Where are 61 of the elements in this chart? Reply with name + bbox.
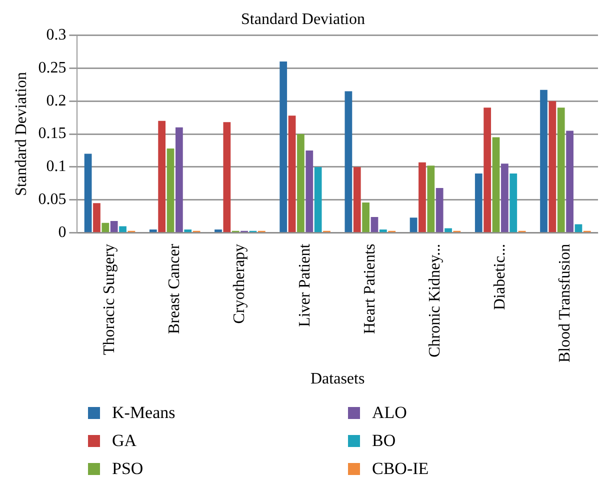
bar: [444, 228, 452, 232]
bar: [379, 230, 387, 232]
bar: [492, 137, 500, 232]
bar: [427, 166, 435, 232]
legend-label: K-Means: [112, 403, 176, 423]
bar: [166, 148, 174, 232]
bar: [436, 188, 444, 232]
x-tick-label: Cryotherapy: [231, 244, 248, 324]
bar: [548, 101, 556, 232]
y-tick-label: 0: [58, 224, 66, 242]
y-tick-label: 0.3: [46, 26, 66, 44]
bar: [93, 203, 100, 232]
x-tick-label: Breast Cancer: [166, 243, 184, 334]
bar: [484, 108, 492, 232]
bar: [158, 120, 166, 232]
bar: [119, 226, 126, 232]
y-tick-label: 0.1: [46, 158, 66, 176]
x-tick-label: Chronic Kidney...: [426, 244, 444, 358]
bar: [474, 174, 482, 232]
x-tick-label: Diabetic...: [492, 244, 509, 310]
legend-label: GA: [112, 431, 137, 451]
bar: [566, 130, 574, 232]
bar: [110, 220, 118, 232]
x-axis-title: Datasets: [310, 370, 365, 388]
legend-label: CBO-IE: [372, 459, 429, 479]
bar: [214, 230, 222, 232]
y-tick-label: 0.25: [38, 59, 66, 76]
x-tick-label: Heart Patients: [361, 244, 378, 334]
bar: [344, 91, 352, 232]
legend-label: BO: [372, 431, 396, 451]
bar: [410, 218, 418, 232]
legend-label: PSO: [112, 459, 144, 479]
legend-label: ALO: [372, 403, 407, 423]
bar: [362, 202, 370, 232]
x-tick-label: Thoracic Surgery: [100, 244, 118, 356]
y-tick-label: 0.05: [38, 191, 66, 208]
bar: [314, 166, 322, 232]
bar: [297, 134, 304, 232]
bar: [306, 150, 314, 232]
bar: [184, 230, 192, 232]
bar: [574, 224, 582, 232]
x-tick-label: Blood Transfusion: [556, 244, 574, 363]
bar: [501, 164, 508, 232]
bar: [176, 127, 183, 232]
bar: [280, 62, 288, 232]
bar: [557, 108, 565, 232]
bar: [353, 166, 361, 232]
bar: [510, 174, 518, 232]
bar: [370, 217, 378, 232]
y-tick-label: 0.2: [46, 92, 66, 110]
bar: [84, 154, 92, 232]
bar: [223, 122, 231, 232]
x-tick-label: Liver Patient: [296, 243, 314, 327]
bar: [102, 222, 110, 232]
bar: [288, 116, 296, 232]
bar: [540, 90, 548, 232]
y-tick-label: 0.15: [38, 125, 66, 142]
chart-title: Standard Deviation: [241, 10, 365, 28]
y-axis-title: Standard Deviation: [12, 72, 30, 196]
bar: [149, 230, 157, 232]
bar: [418, 162, 426, 232]
